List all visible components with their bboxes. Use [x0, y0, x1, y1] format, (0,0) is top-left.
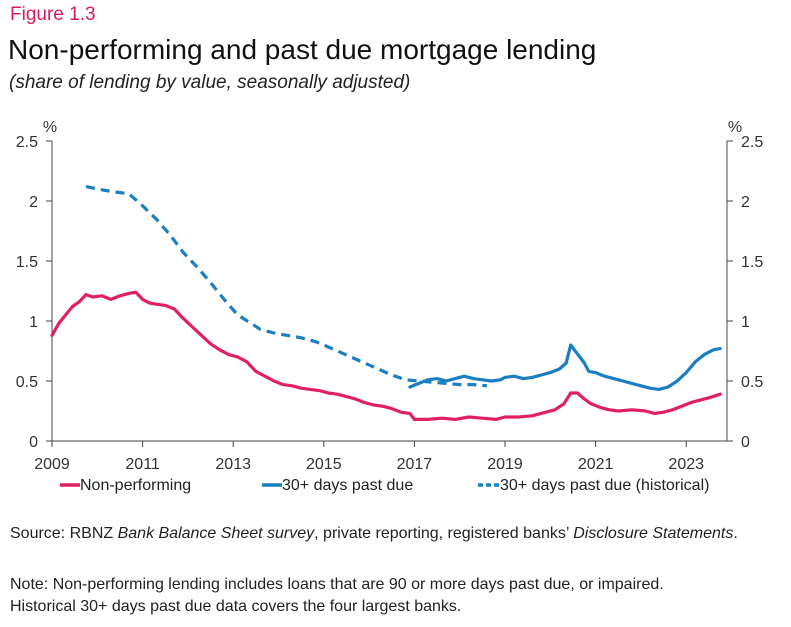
x-tick-label: 2009: [34, 456, 70, 473]
x-tick-label: 2015: [306, 456, 342, 473]
y-unit-right: %: [728, 119, 742, 136]
y-tick-label-left: 2.5: [16, 134, 38, 151]
x-tick-label: 2021: [578, 456, 614, 473]
chart-series-layer: [50, 185, 722, 421]
y-tick-label-left: 1.5: [16, 254, 38, 271]
source-note: Source: RBNZ Bank Balance Sheet survey, …: [10, 523, 780, 545]
x-tick-label: 2019: [487, 456, 523, 473]
y-tick-label-right: 1: [741, 314, 750, 331]
source-middle: , private reporting, registered banks’: [314, 525, 574, 542]
source-statements: Disclosure Statements: [573, 525, 734, 542]
source-suffix: .: [733, 525, 738, 542]
y-tick-label-left: 1: [29, 314, 38, 331]
footnote-line-1: Note: Non-performing lending includes lo…: [10, 576, 664, 593]
y-unit-left: %: [43, 119, 57, 136]
legend-label-non-performing: Non-performing: [80, 477, 191, 494]
y-tick-label-left: 0: [29, 434, 38, 451]
footnote: Note: Non-performing lending includes lo…: [10, 574, 785, 618]
x-tick-label: 2017: [397, 456, 433, 473]
x-tick-label: 2011: [125, 456, 160, 473]
series-line-30-days-past-due: [408, 343, 722, 391]
chart-title: Non-performing and past due mortgage len…: [8, 34, 597, 65]
chart-subtitle: (share of lending by value, seasonally a…: [9, 72, 411, 93]
chart-axes: % % 0 0 0.5 0.5 1 1 1.5 1.5 2 2 2.5 2.5 2009 2011 2013 20…: [16, 119, 764, 473]
y-tick-label-right: 2: [741, 194, 750, 211]
footnote-line-2: Historical 30+ days past due data covers…: [10, 598, 462, 615]
y-tick-label-left: 0.5: [16, 374, 38, 391]
y-tick-label-right: 0: [741, 434, 750, 451]
series-line-non-performing: [50, 290, 722, 421]
source-prefix: Source: RBNZ: [10, 525, 118, 542]
figure-label: Figure 1.3: [10, 4, 96, 25]
chart-legend: Non-performing 30+ days past due 30+ days …: [60, 477, 709, 494]
legend-label-30-days-past-due-historical: 30+ days past due (historical): [500, 477, 709, 494]
legend-label-30-days-past-due: 30+ days past due: [282, 477, 413, 494]
y-tick-label-right: 1.5: [741, 254, 763, 271]
y-tick-label-left: 2: [29, 194, 38, 211]
y-tick-label-right: 0.5: [741, 374, 763, 391]
chart-canvas: % % 0 0 0.5 0.5 1 1 1.5 1.5 2 2 2.5 2.5 2009 2011 2013 20…: [16, 119, 764, 494]
series-line-30-days-past-due-historical: [85, 185, 488, 388]
x-tick-label: 2013: [215, 456, 251, 473]
y-tick-label-right: 2.5: [741, 134, 763, 151]
source-survey: Bank Balance Sheet survey: [117, 525, 315, 542]
x-tick-label: 2023: [668, 456, 704, 473]
